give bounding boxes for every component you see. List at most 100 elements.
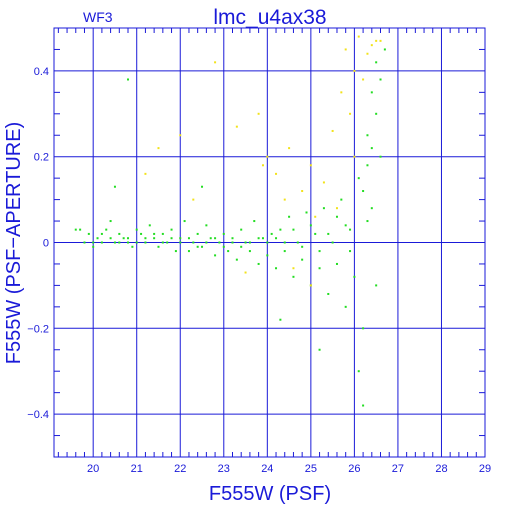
data-point bbox=[301, 190, 304, 193]
data-point bbox=[275, 267, 278, 270]
data-point bbox=[362, 78, 365, 81]
data-point bbox=[318, 267, 321, 270]
x-axis-label: F555W (PSF) bbox=[209, 483, 331, 505]
data-point bbox=[183, 220, 186, 223]
data-point bbox=[187, 237, 190, 240]
data-point bbox=[370, 44, 373, 47]
data-point bbox=[379, 39, 382, 42]
data-point bbox=[231, 237, 234, 240]
data-point bbox=[375, 61, 378, 64]
x-tick-label: 21 bbox=[131, 463, 143, 475]
data-point bbox=[240, 245, 243, 248]
data-point bbox=[100, 241, 103, 244]
data-point bbox=[235, 258, 238, 261]
data-point bbox=[179, 237, 182, 240]
data-point bbox=[322, 181, 325, 184]
data-point bbox=[135, 241, 138, 244]
data-point bbox=[344, 224, 347, 227]
data-point bbox=[166, 241, 169, 244]
data-point bbox=[144, 241, 147, 244]
data-point bbox=[144, 237, 147, 240]
data-point bbox=[309, 284, 312, 287]
data-point bbox=[288, 147, 291, 150]
x-tick-label: 25 bbox=[305, 463, 317, 475]
x-tick-label: 26 bbox=[348, 463, 360, 475]
data-point bbox=[344, 305, 347, 308]
tick-labels: 20 21 22 23 24 25 26 27 28 29 −0.4 −0.2 0 0.2 0.4 bbox=[27, 66, 491, 475]
data-point bbox=[314, 232, 317, 235]
data-point bbox=[105, 228, 108, 231]
x-tick-label: 24 bbox=[261, 463, 273, 475]
data-point bbox=[79, 228, 82, 231]
data-point bbox=[214, 61, 217, 64]
data-point bbox=[318, 250, 321, 253]
x-tick-label: 27 bbox=[392, 463, 404, 475]
data-point bbox=[157, 147, 160, 150]
data-point bbox=[379, 155, 382, 158]
data-point bbox=[349, 250, 352, 253]
data-point bbox=[118, 241, 121, 244]
data-point bbox=[283, 250, 286, 253]
data-point bbox=[349, 112, 352, 115]
data-point bbox=[370, 91, 373, 94]
data-point bbox=[349, 228, 352, 231]
data-point bbox=[109, 220, 112, 223]
data-point bbox=[366, 134, 369, 137]
data-point bbox=[161, 232, 164, 235]
data-point bbox=[261, 164, 264, 167]
data-point bbox=[362, 190, 365, 193]
data-point bbox=[153, 232, 156, 235]
data-point bbox=[266, 155, 269, 158]
data-point bbox=[309, 224, 312, 227]
data-point bbox=[113, 241, 116, 244]
data-point bbox=[292, 275, 295, 278]
data-point bbox=[318, 348, 321, 351]
x-tick-label: 22 bbox=[174, 463, 186, 475]
data-point bbox=[205, 241, 208, 244]
data-point bbox=[231, 241, 234, 244]
data-point bbox=[127, 241, 130, 244]
data-point bbox=[140, 232, 143, 235]
data-point bbox=[340, 198, 343, 201]
data-point bbox=[179, 241, 182, 244]
data-point bbox=[201, 245, 204, 248]
x-tick-label: 23 bbox=[218, 463, 230, 475]
data-point bbox=[248, 250, 251, 253]
data-point bbox=[327, 292, 330, 295]
data-point bbox=[214, 237, 217, 240]
data-point bbox=[305, 211, 308, 214]
data-point bbox=[296, 241, 299, 244]
x-tick-label: 20 bbox=[87, 463, 99, 475]
data-point bbox=[266, 254, 269, 257]
y-tick-label: −0.4 bbox=[27, 409, 49, 421]
data-point bbox=[218, 241, 221, 244]
data-point bbox=[148, 224, 151, 227]
data-point bbox=[257, 237, 260, 240]
data-point bbox=[157, 245, 160, 248]
y-axis-label: F555W (PSF−APERTURE) bbox=[3, 122, 25, 364]
data-point bbox=[314, 215, 317, 218]
data-points bbox=[74, 35, 386, 407]
data-point bbox=[222, 245, 225, 248]
data-point bbox=[353, 69, 356, 72]
data-point bbox=[248, 241, 251, 244]
data-point bbox=[375, 112, 378, 115]
data-point bbox=[283, 241, 286, 244]
data-point bbox=[122, 237, 125, 240]
data-point bbox=[301, 258, 304, 261]
data-point bbox=[353, 155, 356, 158]
data-point bbox=[109, 237, 112, 240]
data-point bbox=[370, 147, 373, 150]
data-point bbox=[214, 254, 217, 257]
data-point bbox=[357, 177, 360, 180]
data-point bbox=[370, 207, 373, 210]
data-point bbox=[366, 220, 369, 223]
data-point bbox=[331, 241, 334, 244]
data-point bbox=[222, 232, 225, 235]
chart-title: lmc_u4ax38 bbox=[213, 6, 326, 29]
data-point bbox=[366, 52, 369, 55]
data-point bbox=[153, 237, 156, 240]
x-tick-label: 28 bbox=[435, 463, 447, 475]
data-point bbox=[196, 232, 199, 235]
